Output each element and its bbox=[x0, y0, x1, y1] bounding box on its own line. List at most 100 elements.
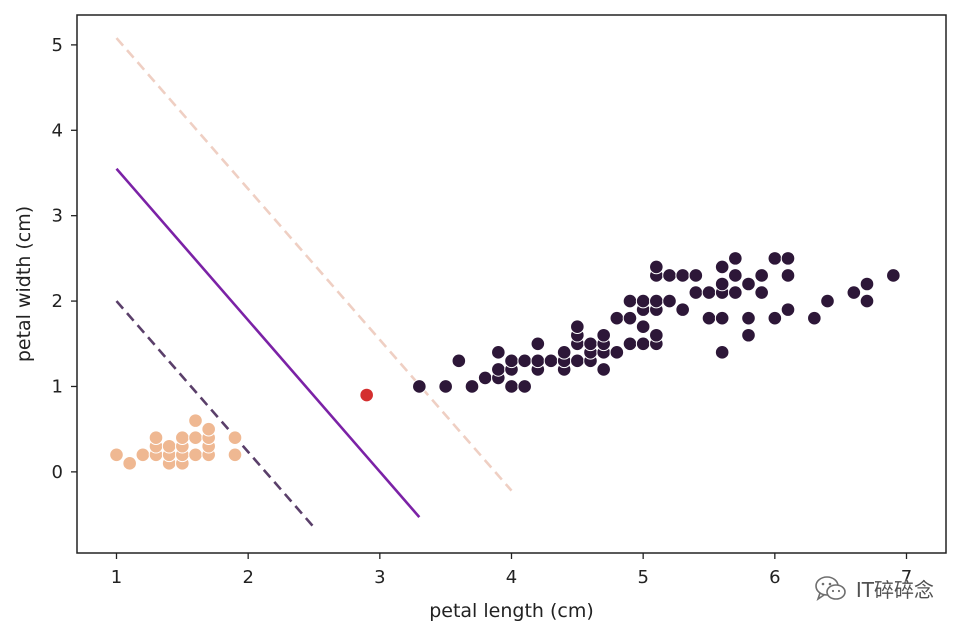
y-tick-label-1: 1 bbox=[52, 376, 63, 397]
point-s1-48 bbox=[675, 302, 690, 317]
x-tick-label-6: 6 bbox=[769, 567, 780, 588]
point-s1-77 bbox=[886, 268, 901, 283]
point-s1-49 bbox=[675, 268, 690, 283]
point-s0-14 bbox=[188, 430, 203, 446]
data-points bbox=[109, 251, 901, 471]
x-tick-label-5: 5 bbox=[637, 567, 648, 588]
point-s1-33 bbox=[622, 336, 638, 352]
point-s1-50 bbox=[688, 285, 704, 300]
point-s1-23 bbox=[570, 319, 585, 334]
x-axis-ticks: 1 2 3 4 5 6 7 bbox=[111, 553, 912, 588]
point-s1-34 bbox=[622, 310, 638, 326]
point-s1-66 bbox=[754, 268, 769, 283]
point-s1-46 bbox=[662, 293, 677, 309]
y-tick-label-4: 4 bbox=[52, 120, 63, 141]
point-s1-10 bbox=[504, 353, 519, 369]
boundary-line-2 bbox=[115, 300, 315, 529]
point-s0-21 bbox=[227, 430, 243, 446]
point-s0-20 bbox=[227, 447, 243, 463]
point-s2-0 bbox=[359, 387, 374, 403]
x-axis-label: petal length (cm) bbox=[429, 600, 594, 622]
x-tick-label-3: 3 bbox=[374, 567, 385, 588]
point-s1-4 bbox=[477, 370, 493, 386]
point-s1-30 bbox=[596, 327, 611, 343]
boundary-line-3 bbox=[115, 37, 513, 492]
point-s1-14 bbox=[530, 353, 546, 369]
point-s1-63 bbox=[741, 310, 756, 326]
point-s1-53 bbox=[701, 285, 717, 300]
y-axis-ticks: 0 1 2 3 4 5 bbox=[52, 35, 77, 483]
point-s1-16 bbox=[543, 353, 559, 369]
point-s1-65 bbox=[754, 285, 769, 300]
point-s1-11 bbox=[517, 379, 532, 394]
point-s0-12 bbox=[175, 430, 190, 446]
point-s1-37 bbox=[635, 319, 651, 334]
point-s1-59 bbox=[728, 285, 743, 300]
point-s1-41 bbox=[649, 327, 664, 343]
point-s1-72 bbox=[807, 310, 822, 326]
point-s1-36 bbox=[635, 336, 651, 352]
point-s1-57 bbox=[714, 276, 730, 292]
point-s1-27 bbox=[596, 362, 611, 377]
wechat-icon bbox=[815, 575, 846, 601]
point-s0-5 bbox=[148, 430, 164, 446]
x-tick-label-2: 2 bbox=[242, 567, 253, 588]
point-s1-54 bbox=[714, 345, 730, 360]
point-s1-64 bbox=[741, 276, 756, 292]
point-s1-3 bbox=[464, 379, 480, 394]
x-tick-label-7: 7 bbox=[901, 567, 912, 588]
plot-frame bbox=[76, 14, 947, 554]
point-s1-70 bbox=[780, 268, 796, 283]
decision-lines bbox=[115, 37, 513, 529]
point-s1-52 bbox=[701, 310, 717, 326]
point-s1-2 bbox=[451, 353, 467, 369]
point-s1-58 bbox=[714, 259, 730, 275]
point-s1-8 bbox=[504, 379, 519, 394]
point-s1-45 bbox=[649, 259, 664, 275]
y-axis-label: petal width (cm) bbox=[13, 206, 35, 362]
watermark: IT碎碎念 bbox=[814, 574, 934, 603]
point-s1-1 bbox=[438, 379, 453, 394]
point-s0-1 bbox=[122, 456, 137, 471]
point-s1-12 bbox=[517, 353, 532, 369]
point-s1-74 bbox=[846, 285, 862, 300]
point-s0-8 bbox=[161, 438, 177, 454]
point-s1-69 bbox=[780, 302, 796, 317]
point-s1-32 bbox=[609, 310, 625, 326]
point-s0-2 bbox=[135, 447, 151, 463]
point-s1-0 bbox=[412, 379, 427, 394]
point-s1-76 bbox=[859, 276, 875, 292]
point-s1-35 bbox=[622, 293, 638, 309]
point-s1-20 bbox=[570, 353, 585, 369]
point-s1-51 bbox=[688, 268, 704, 283]
point-s1-68 bbox=[767, 251, 783, 266]
point-s1-62 bbox=[741, 327, 756, 343]
x-tick-label-4: 4 bbox=[506, 567, 517, 588]
y-tick-label-3: 3 bbox=[52, 206, 63, 227]
y-tick-label-0: 0 bbox=[52, 462, 63, 483]
point-s1-19 bbox=[556, 345, 572, 360]
y-tick-label-2: 2 bbox=[52, 291, 63, 312]
point-s1-75 bbox=[859, 293, 875, 309]
watermark-text: IT碎碎念 bbox=[855, 578, 934, 602]
point-s1-15 bbox=[530, 336, 546, 352]
y-tick-label-5: 5 bbox=[52, 35, 63, 56]
point-s0-19 bbox=[201, 421, 216, 437]
point-s1-60 bbox=[728, 268, 743, 283]
point-s0-13 bbox=[188, 447, 203, 463]
point-s1-39 bbox=[635, 293, 651, 309]
point-s1-55 bbox=[714, 310, 730, 326]
point-s1-47 bbox=[662, 268, 677, 283]
point-s1-73 bbox=[820, 293, 835, 309]
point-s1-67 bbox=[767, 310, 783, 326]
point-s0-0 bbox=[109, 447, 124, 463]
point-s1-6 bbox=[491, 362, 506, 377]
x-tick-label-1: 1 bbox=[111, 567, 122, 588]
point-s1-31 bbox=[609, 345, 625, 360]
point-s1-61 bbox=[728, 251, 743, 266]
point-s1-26 bbox=[583, 336, 598, 352]
boundary-line-1 bbox=[115, 167, 421, 518]
point-s1-71 bbox=[780, 251, 796, 266]
point-s0-15 bbox=[188, 413, 203, 428]
